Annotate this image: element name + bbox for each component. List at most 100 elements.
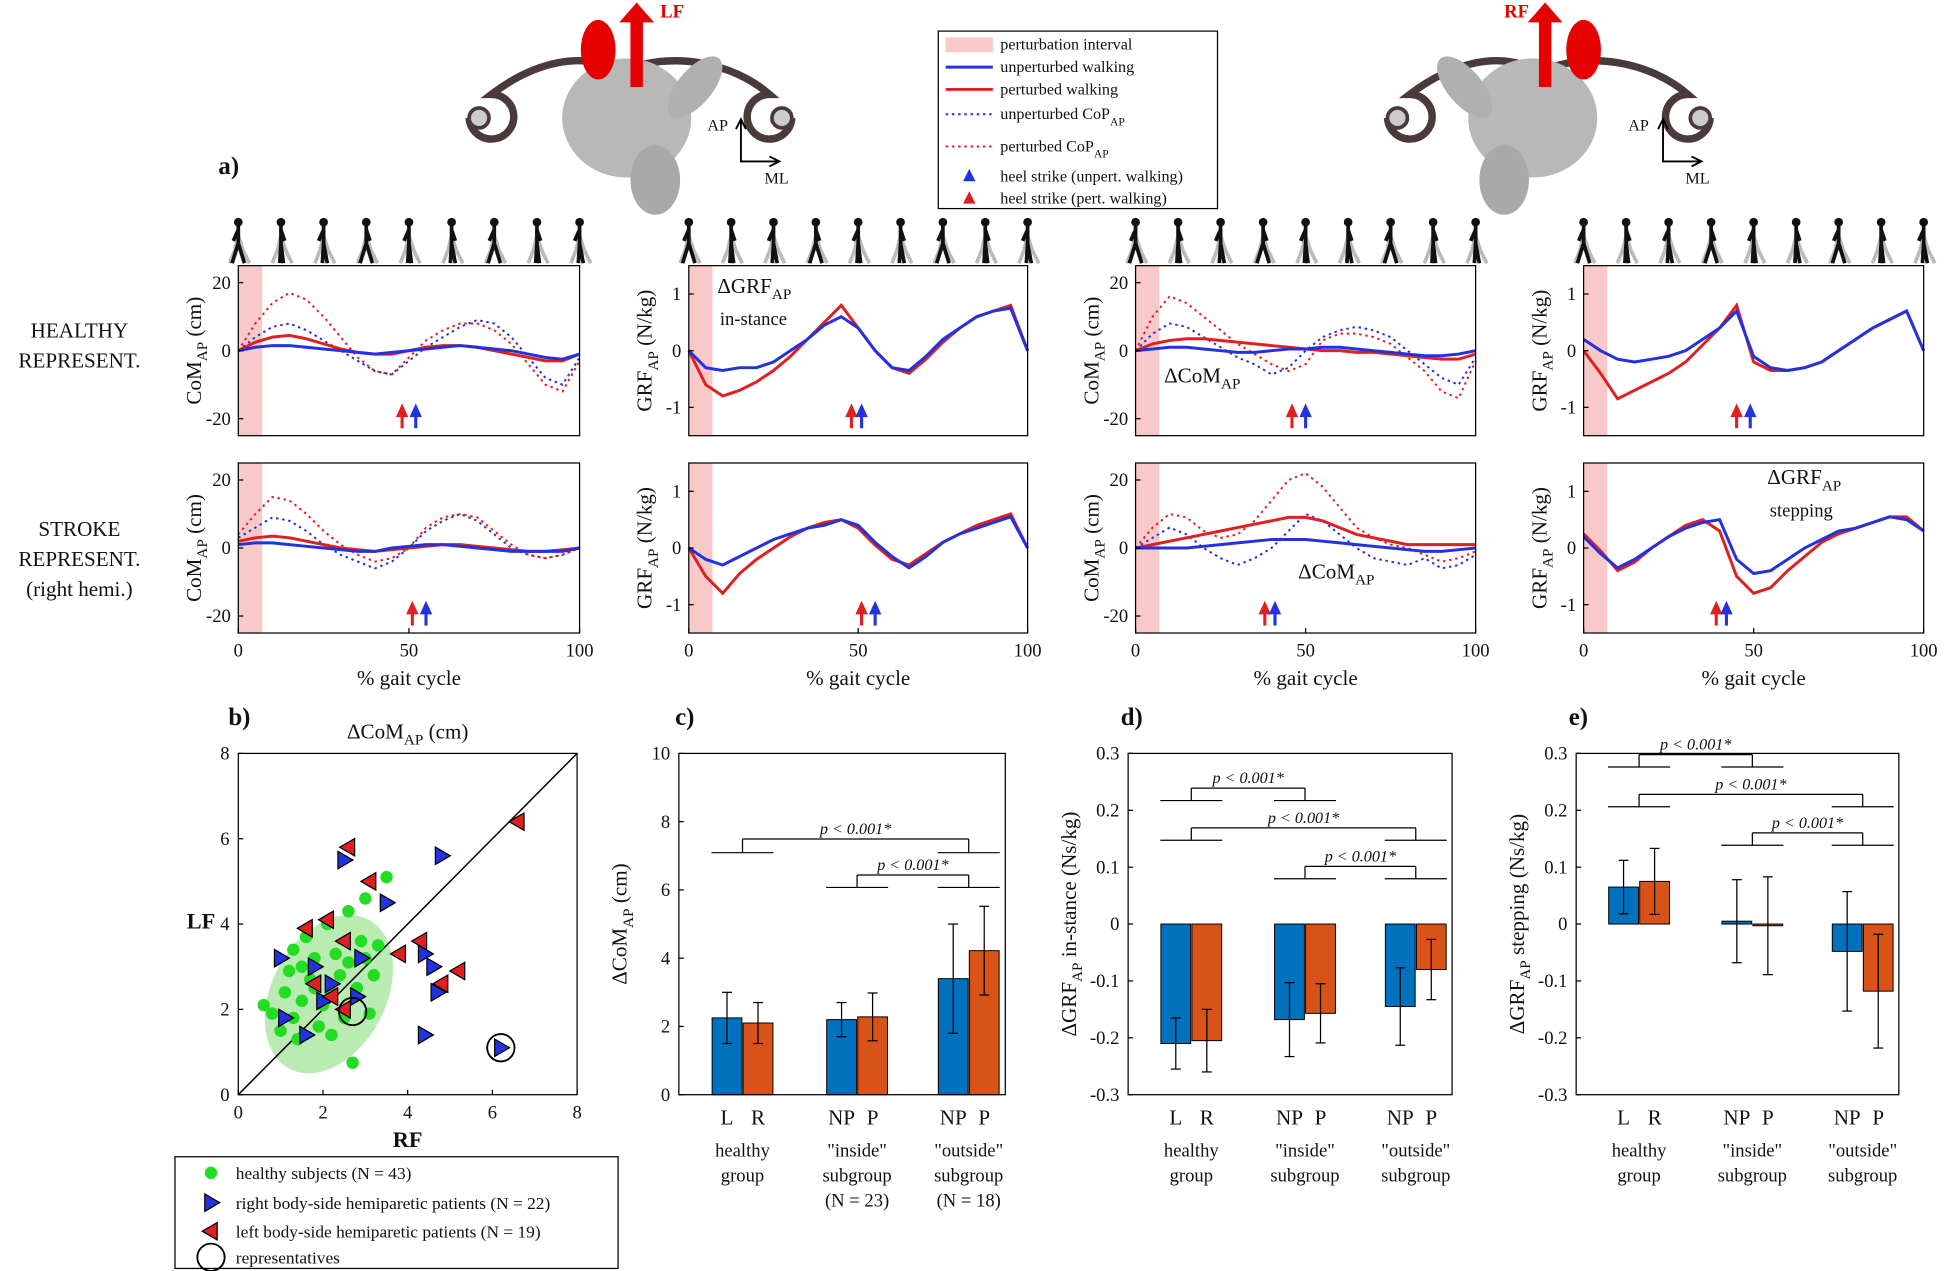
y-axis-label: GRFAP (N/kg): [1527, 290, 1556, 412]
gait-icon-body: [402, 225, 414, 264]
y-tick-label: -20: [206, 409, 231, 430]
annotation-main: ΔGRF: [1767, 465, 1822, 489]
y-axis-label-sub: AP: [645, 549, 662, 568]
annotation: ΔCoMAP: [1164, 363, 1240, 392]
annotation: ΔGRFAP: [717, 274, 791, 303]
axis-ap: AP: [1628, 117, 1649, 134]
gait-icon-body: [1746, 225, 1758, 264]
group-label: subgroup: [1718, 1166, 1787, 1187]
gait-icon: [1380, 217, 1404, 265]
y-tick-label: 2: [661, 1017, 670, 1038]
x-tick-label: 0: [234, 641, 243, 662]
gait-icon-body: [230, 225, 247, 264]
y-axis-label-sub: AP: [645, 351, 662, 370]
heel-strike: [1730, 403, 1743, 418]
gait-icon-body: [851, 225, 863, 264]
gait-icon-body: [1127, 225, 1144, 264]
point: [312, 1020, 325, 1033]
group-label: group: [1170, 1166, 1213, 1187]
illustration-left: LF AP ML: [465, 1, 796, 215]
gait-icon-head: [1749, 217, 1758, 227]
y-axis-label-main: ΔGRF: [1505, 980, 1529, 1035]
x-axis-label: % gait cycle: [1254, 666, 1358, 690]
gait-icon-body: [1468, 225, 1482, 264]
y-axis-label-unit: in-stance (Ns/kg): [1057, 812, 1081, 963]
heel-strike: [855, 600, 868, 615]
gait-icon: [398, 217, 422, 265]
y-tick-label: 0: [1567, 538, 1576, 559]
point: [507, 811, 525, 832]
y-axis-label: GRFAP (N/kg): [633, 290, 662, 412]
series-line: [1134, 322, 1477, 386]
group-label: "outside": [1828, 1141, 1897, 1162]
group-label: (N = 18): [937, 1190, 1001, 1211]
legend-label-main: unperturbed walking: [1000, 59, 1134, 76]
gait-icon-head: [1023, 217, 1032, 227]
gait-icon-body: [316, 225, 330, 264]
perturbation-interval: [238, 265, 263, 436]
group-label: group: [721, 1166, 764, 1187]
axis-ml: ML: [1685, 171, 1709, 188]
series-line: [1135, 515, 1476, 550]
gait-icon: [1465, 217, 1489, 265]
point: [321, 986, 339, 1007]
y-axis-label-unit: (cm): [1079, 297, 1103, 342]
point: [295, 994, 309, 1008]
heel-strike: [1268, 600, 1282, 615]
gait-icon: [763, 217, 787, 265]
leg: [1479, 145, 1529, 215]
group-label: group: [1617, 1166, 1660, 1187]
y-axis-label-unit: (N/kg): [633, 290, 657, 351]
y-tick-label: 1: [672, 482, 681, 503]
significance-label: p < 0.001*: [1324, 848, 1397, 865]
gait-icon: [1210, 217, 1234, 265]
point: [307, 956, 325, 977]
group-label: subgroup: [1381, 1166, 1450, 1187]
gait-icon: [526, 217, 550, 265]
point: [338, 837, 356, 858]
gait-icon-head: [1664, 217, 1673, 227]
panel-letter: b): [228, 704, 250, 731]
x-tick-label: L: [1169, 1105, 1182, 1129]
gait-icon: [890, 217, 914, 265]
heel-strike: [1258, 600, 1272, 615]
gait-icon-head: [1876, 217, 1886, 227]
gait-icon-body: [728, 225, 737, 264]
point: [379, 892, 397, 913]
point: [282, 964, 296, 978]
perturbed-foot: [1566, 19, 1601, 80]
gait-icon: [974, 217, 999, 265]
x-axis-label: % gait cycle: [1702, 666, 1806, 690]
handle-end: [467, 106, 491, 130]
gait-icon-head: [404, 217, 414, 227]
gait-icon: [1017, 217, 1041, 265]
legend-label-main: unperturbed CoP: [1000, 106, 1110, 123]
y-axis-label-unit: (cm): [182, 297, 206, 342]
y-axis-label-sub: AP: [1517, 960, 1534, 979]
gait-icon: [1167, 217, 1191, 265]
gait-icon: [1295, 217, 1319, 265]
gait-icon-head: [575, 217, 584, 227]
axes-glyph: [739, 120, 779, 163]
legend-label: perturbed CoPAP: [1000, 138, 1108, 160]
heel-strike: [406, 600, 419, 615]
legend-label: representatives: [236, 1248, 340, 1267]
gait-icon: [1615, 217, 1639, 265]
legend-label: right body-side hemiparetic patients (N …: [236, 1194, 551, 1213]
gait-icon-head: [811, 217, 821, 227]
y-axis-label-main: CoM: [182, 361, 206, 405]
y-tick-label: -1: [666, 595, 682, 616]
axes-arrowheads: [735, 117, 782, 168]
x-tick-label: 0: [1131, 641, 1140, 662]
x-axis-label: % gait cycle: [806, 666, 910, 690]
y-tick-label: 1: [1567, 482, 1576, 503]
y-tick-label: -20: [1103, 409, 1128, 430]
y-axis-label-main: GRF: [1527, 568, 1551, 609]
y-axis-label: LF: [187, 908, 216, 933]
y-axis-label-unit: (cm): [182, 494, 206, 539]
point: [338, 996, 368, 1027]
series-line: [687, 512, 1029, 596]
annotation: ΔCoMAP: [1298, 559, 1374, 588]
x-tick-label: 0: [684, 641, 693, 662]
point: [324, 974, 342, 994]
